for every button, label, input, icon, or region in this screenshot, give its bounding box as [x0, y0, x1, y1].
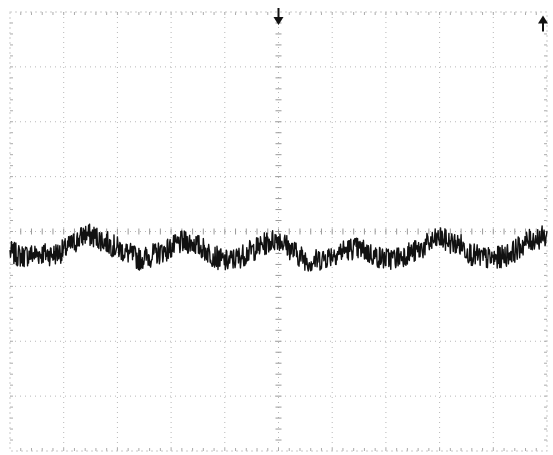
trace-line — [9, 223, 548, 272]
marker-layer — [273, 8, 548, 32]
graticule — [10, 12, 547, 451]
trigger-level-arrow-icon — [538, 15, 548, 24]
signal-trace — [9, 223, 548, 272]
trigger-position-arrow-icon — [273, 17, 284, 25]
